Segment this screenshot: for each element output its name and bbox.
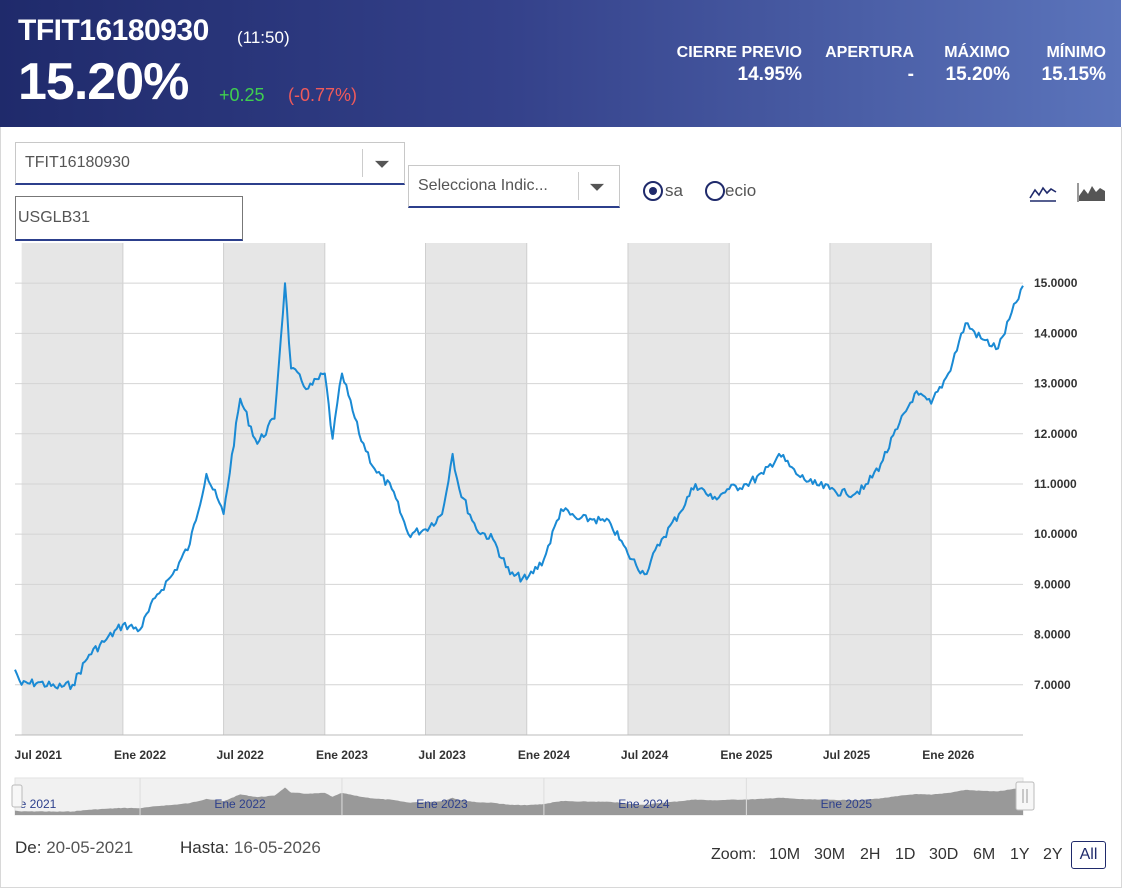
navigator-label: Ene 2024 xyxy=(618,797,670,811)
stat-value: 15.20% xyxy=(945,64,1010,85)
zoom-1y-button[interactable]: 1Y xyxy=(1010,846,1030,863)
current-price: 15.20% xyxy=(18,53,189,111)
navigator-label: Ene 2023 xyxy=(416,797,468,811)
zoom-6m-button[interactable]: 6M xyxy=(973,846,996,863)
navigator-handle-right[interactable] xyxy=(1015,781,1035,811)
stat-value: 14.95% xyxy=(737,64,802,85)
zoom-10m-button[interactable]: 10M xyxy=(769,846,801,863)
radio-rate[interactable] xyxy=(643,181,663,201)
symbol-title: TFIT16180930 xyxy=(18,14,209,47)
stat-label: MÍNIMO xyxy=(1046,44,1106,61)
stat-label: APERTURA xyxy=(825,44,914,61)
range-to-label: Hasta: xyxy=(180,838,230,857)
select-divider xyxy=(362,149,363,177)
quote-header: TFIT16180930 (11:50) 15.20% +0.25 (-0.77… xyxy=(0,0,1121,127)
radio-rate-label: sa xyxy=(665,181,683,200)
line-chart-icon[interactable] xyxy=(1028,180,1058,204)
zoom-30d-button[interactable]: 30D xyxy=(929,846,959,863)
symbol-select[interactable]: TFIT16180930 xyxy=(15,142,405,185)
indicator-select[interactable]: Selecciona Indic... xyxy=(408,165,620,208)
symbol-select-value: TFIT16180930 xyxy=(25,154,130,171)
navigator-handle-left[interactable] xyxy=(11,784,23,808)
chevron-down-icon[interactable] xyxy=(375,160,389,168)
radio-price-label: ecio xyxy=(725,181,757,200)
compare-input-value: USGLB31 xyxy=(18,209,91,226)
compare-input[interactable]: USGLB31 xyxy=(15,196,243,241)
price-change-percent: (-0.77%) xyxy=(288,85,358,105)
chevron-down-icon[interactable] xyxy=(590,183,604,191)
select-divider xyxy=(578,172,579,200)
radio-selected-dot xyxy=(649,187,657,195)
indicator-select-value: Selecciona Indic... xyxy=(418,177,548,194)
stat-previous-close: CIERRE PREVIO 14.95% xyxy=(677,44,802,86)
navigator-label: Ene 2022 xyxy=(214,797,266,811)
stat-value: - xyxy=(907,64,914,85)
stat-label: MÁXIMO xyxy=(944,44,1010,61)
range-from-label: De: xyxy=(15,838,42,857)
radio-price[interactable] xyxy=(705,181,725,201)
zoom-2h-button[interactable]: 2H xyxy=(860,846,881,863)
area-chart-icon[interactable] xyxy=(1077,180,1107,204)
zoom-label: Zoom: xyxy=(711,846,757,863)
navigator-area xyxy=(15,787,1023,815)
stat-high: MÁXIMO 15.20% xyxy=(944,44,1010,86)
stat-label: CIERRE PREVIO xyxy=(676,44,802,61)
zoom-2y-button[interactable]: 2Y xyxy=(1043,846,1063,863)
range-to-value[interactable]: 16-05-2026 xyxy=(233,838,321,857)
range-from-value[interactable]: 20-05-2021 xyxy=(46,838,134,857)
stat-open: APERTURA - xyxy=(825,44,914,86)
zoom-all-button[interactable]: All xyxy=(1071,841,1106,869)
zoom-30m-button[interactable]: 30M xyxy=(814,846,846,863)
chart-panel xyxy=(0,127,1122,888)
zoom-1d-button[interactable]: 1D xyxy=(895,846,916,863)
stat-value: 15.15% xyxy=(1041,64,1106,85)
navigator-label: e 2021 xyxy=(20,797,57,811)
navigator-label: Ene 2025 xyxy=(821,797,873,811)
range-from: De: 20-05-2021 xyxy=(15,838,133,858)
quote-time: (11:50) xyxy=(237,28,290,47)
stat-low: MÍNIMO 15.15% xyxy=(1042,44,1106,86)
range-to: Hasta: 16-05-2026 xyxy=(180,838,321,858)
price-change: +0.25 xyxy=(219,85,265,105)
